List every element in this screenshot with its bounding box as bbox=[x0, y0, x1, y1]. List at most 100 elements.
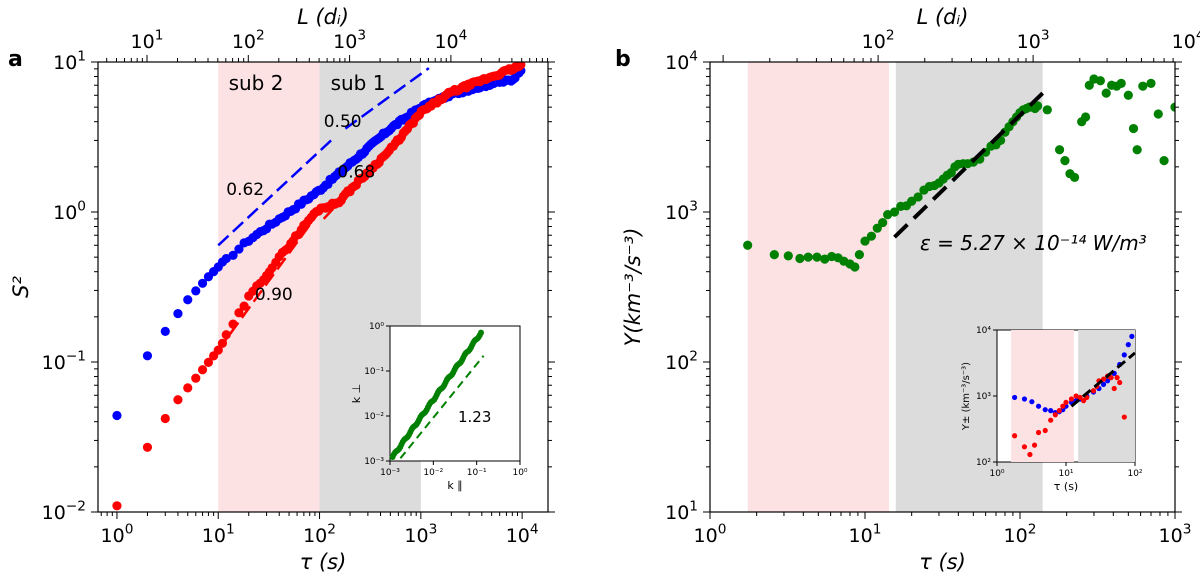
inset-b-red-point bbox=[1117, 379, 1123, 386]
inset-a-xtick-label: 10⁻³ bbox=[380, 468, 400, 478]
data-point-green bbox=[803, 252, 813, 262]
inset-b-red-point bbox=[1035, 429, 1042, 436]
inset-b-blue-point bbox=[1121, 352, 1127, 358]
data-point-green bbox=[1132, 145, 1142, 155]
data-point-red bbox=[183, 383, 193, 393]
data-point-green bbox=[812, 252, 822, 262]
inset-b-blue-point bbox=[1021, 396, 1028, 402]
y-axis-label: Y(km⁻³/s⁻³) bbox=[621, 228, 645, 347]
inset-b-red-point bbox=[1027, 451, 1033, 458]
top-axis-label: L (dᵢ) bbox=[917, 5, 969, 29]
data-point-red bbox=[160, 413, 170, 424]
inset-a-ytick-label: 10⁻¹ bbox=[364, 367, 384, 377]
inset-b-red-point bbox=[1068, 396, 1075, 402]
fit-slope-label: 0.90 bbox=[255, 285, 293, 305]
y-tick-label: 10−1 bbox=[42, 348, 86, 374]
x-tick-label: 102 bbox=[1004, 521, 1037, 547]
y-tick-label: 102 bbox=[665, 348, 698, 374]
inset-b-blue-point bbox=[1012, 394, 1018, 401]
data-point-blue bbox=[142, 351, 153, 361]
data-point-blue bbox=[191, 286, 201, 296]
inset-b-red-point bbox=[1100, 376, 1107, 382]
inset-a-xtick-label: 10⁻² bbox=[423, 468, 443, 478]
x-tick-label: 103 bbox=[1159, 521, 1192, 547]
inset-b-blue-point bbox=[1035, 403, 1042, 409]
top-tick-label: 103 bbox=[1017, 27, 1050, 53]
inset-a-ylabel: k ⊥ bbox=[350, 384, 363, 403]
panel-a: 0.62 0.50 0.90 0.68 100 101 102 103 104 10−2 10−1 1… bbox=[9, 5, 555, 574]
data-point-red bbox=[234, 308, 244, 318]
x-tick-label: 101 bbox=[849, 521, 882, 547]
data-point-blue bbox=[173, 308, 183, 319]
fit-line-0 bbox=[893, 91, 1045, 239]
shaded-region-0 bbox=[218, 62, 320, 512]
top-tick-label: 104 bbox=[1172, 27, 1200, 53]
fit-line-0 bbox=[217, 139, 332, 247]
inset-b-red-point bbox=[1021, 444, 1028, 450]
data-point-green bbox=[743, 240, 753, 250]
inset-b-red-point bbox=[1042, 427, 1048, 434]
inset-b-red-point bbox=[1081, 398, 1087, 404]
data-point-green bbox=[1170, 102, 1175, 112]
data-point-green bbox=[850, 262, 860, 272]
inset-a-xtick-label: 10⁰ bbox=[512, 468, 527, 478]
data-point-green bbox=[1081, 112, 1091, 122]
data-point-red bbox=[191, 373, 201, 383]
data-layer bbox=[112, 62, 526, 511]
data-point-red bbox=[203, 357, 214, 367]
data-point-green bbox=[889, 207, 900, 217]
inset-b-red-point bbox=[1121, 414, 1127, 420]
data-point-green bbox=[1069, 172, 1080, 183]
sub1-label: sub 1 bbox=[331, 71, 386, 95]
data-point-green bbox=[913, 192, 923, 202]
data-point-green bbox=[1128, 123, 1139, 134]
data-layer bbox=[743, 74, 1175, 272]
inset-a-ytick-label: 10⁻² bbox=[364, 412, 384, 422]
data-point-green bbox=[1095, 76, 1105, 86]
fit-slope-label: 0.50 bbox=[324, 112, 362, 132]
data-point-red bbox=[516, 62, 526, 70]
data-point-green bbox=[769, 249, 779, 260]
inset-b-blue-point bbox=[1100, 381, 1107, 387]
inset-b-red-point bbox=[1077, 394, 1083, 401]
y-tick-label: 101 bbox=[53, 48, 86, 74]
panel-b: 100101102103101102103104102103104τ (s)L … bbox=[621, 5, 1200, 574]
data-point-green bbox=[1159, 156, 1169, 166]
data-point-red bbox=[197, 365, 208, 375]
inset-b-pink bbox=[1011, 330, 1074, 462]
sub2-label: sub 2 bbox=[229, 71, 284, 95]
data-point-blue bbox=[228, 250, 238, 260]
inset-b-xtick-label: 10⁰ bbox=[989, 469, 1004, 479]
inset-a-frame bbox=[389, 325, 521, 462]
x-tick-label: 101 bbox=[202, 521, 235, 547]
data-point-red bbox=[173, 395, 183, 405]
inset-a-xtick-label: 10⁻¹ bbox=[467, 468, 487, 478]
top-tick-label: 104 bbox=[434, 27, 467, 53]
inset-b-red-point bbox=[1111, 385, 1117, 392]
data-point-red bbox=[142, 442, 153, 452]
inset-b-red-point bbox=[1048, 417, 1054, 423]
shaded-region-0 bbox=[747, 62, 890, 512]
inset-b-red-point bbox=[1012, 433, 1018, 439]
data-point-green bbox=[1101, 88, 1111, 98]
inset-b-ytick-label: 10² bbox=[976, 458, 991, 468]
data-point-green bbox=[1153, 109, 1163, 119]
inset-a-fit bbox=[399, 355, 485, 459]
x-tick-label: 102 bbox=[303, 521, 336, 547]
y-tick-label: 100 bbox=[53, 198, 86, 224]
data-point-green bbox=[1123, 90, 1133, 100]
inset-b-blue-point bbox=[1104, 378, 1111, 384]
data-point-green bbox=[1033, 101, 1043, 111]
fit-slope-label: 0.68 bbox=[337, 162, 375, 182]
inset-a-ytick-label: 10⁻³ bbox=[364, 457, 384, 467]
data-point-blue bbox=[112, 410, 122, 421]
data-point-green bbox=[866, 231, 877, 241]
inset-b-blue-point bbox=[1029, 399, 1035, 405]
x-tick-label: 103 bbox=[404, 521, 437, 547]
top-axis-label: L (dᵢ) bbox=[297, 5, 349, 29]
inset-b-xtick-label: 10¹ bbox=[1058, 469, 1073, 479]
data-point-green bbox=[1054, 145, 1065, 155]
data-point-blue bbox=[183, 295, 193, 305]
inset-a-point bbox=[478, 329, 484, 336]
inset-b-blue-point bbox=[1048, 408, 1054, 414]
